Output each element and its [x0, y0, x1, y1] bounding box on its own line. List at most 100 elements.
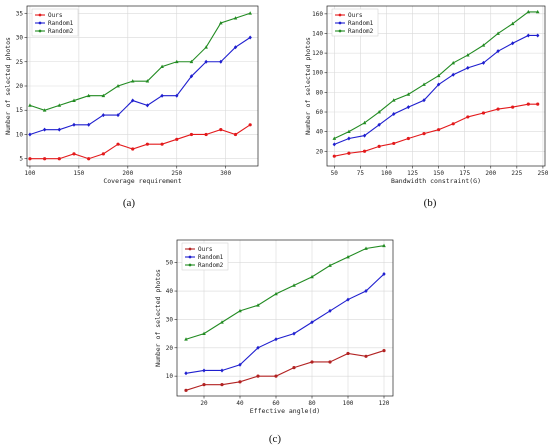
data-point — [362, 120, 367, 125]
legend-marker — [338, 29, 342, 33]
data-point — [189, 74, 194, 79]
legend-label: Random1 — [48, 20, 74, 27]
data-point — [406, 105, 411, 110]
data-point — [145, 142, 149, 146]
y-axis-label: Number of selected photos — [4, 37, 12, 135]
tick-label-x: 150 — [433, 170, 444, 177]
data-point — [219, 59, 223, 64]
data-point — [496, 31, 500, 35]
data-point — [248, 11, 252, 15]
data-point — [382, 243, 386, 248]
data-point — [436, 82, 441, 87]
axes-frame — [176, 239, 394, 397]
data-point — [233, 16, 238, 20]
series-line-random1 — [185, 273, 385, 374]
legend-marker — [338, 13, 342, 17]
data-point — [346, 297, 350, 302]
tick-label-y: 140 — [312, 30, 323, 37]
data-point — [256, 303, 260, 307]
data-point — [466, 53, 470, 57]
tick-label-x: 100 — [381, 170, 392, 177]
tick-label-x: 200 — [485, 170, 496, 177]
data-point — [481, 111, 486, 115]
data-point — [72, 122, 76, 127]
data-point — [292, 366, 296, 370]
data-point — [238, 308, 242, 313]
tick-label-x: 200 — [122, 170, 133, 177]
data-point — [382, 349, 386, 353]
legend-label: Random2 — [198, 262, 224, 269]
data-point — [219, 128, 223, 132]
data-point — [274, 291, 278, 296]
data-point — [382, 272, 386, 277]
legend-label: Random1 — [198, 254, 224, 261]
data-point — [535, 33, 540, 38]
data-point — [86, 93, 91, 98]
legend-label: Ours — [348, 12, 363, 19]
data-point — [220, 368, 224, 373]
data-point — [116, 113, 120, 118]
data-point — [346, 255, 350, 259]
tick-label-y: 40 — [316, 129, 324, 136]
data-point — [248, 35, 252, 40]
data-point — [451, 60, 456, 65]
tick-label-y: 100 — [312, 70, 323, 77]
data-point — [131, 98, 135, 103]
panel-caption: (c) — [269, 433, 282, 445]
data-point — [332, 136, 337, 140]
data-point — [42, 127, 47, 132]
legend-marker — [38, 13, 42, 17]
legend-label: Ours — [198, 246, 213, 253]
series-line-ours — [185, 350, 385, 391]
tick-label-y: 40 — [166, 288, 174, 295]
tick-label-y: 80 — [316, 89, 324, 96]
data-point — [292, 283, 296, 287]
data-point — [116, 84, 120, 88]
data-point — [511, 105, 515, 109]
y-axis-label: Number of selected photos — [154, 269, 162, 367]
tick-label-y: 160 — [312, 11, 323, 18]
x-axis-label: Coverage requirement — [103, 177, 181, 185]
data-point — [175, 93, 179, 98]
data-point — [310, 360, 314, 364]
tick-label-x: 100 — [25, 170, 36, 177]
tick-label-y: 30 — [166, 316, 174, 323]
data-point — [233, 45, 238, 50]
data-point — [362, 133, 367, 138]
data-point — [436, 73, 441, 78]
data-point — [189, 59, 194, 64]
tick-label-y: 120 — [312, 50, 323, 57]
data-point — [145, 79, 150, 83]
data-point — [184, 371, 188, 376]
data-point — [347, 129, 351, 134]
data-point — [86, 122, 91, 127]
data-point — [364, 289, 368, 294]
data-point — [347, 151, 351, 155]
data-point — [202, 331, 206, 335]
tick-label-x: 60 — [272, 400, 280, 407]
series-line-ours — [29, 124, 251, 160]
tick-label-x: 175 — [459, 170, 470, 177]
data-point — [174, 59, 179, 64]
data-point — [238, 362, 242, 367]
data-point — [145, 103, 150, 108]
data-point — [422, 98, 426, 103]
data-point — [72, 98, 76, 102]
data-point — [451, 72, 455, 77]
data-point — [346, 351, 350, 356]
tick-label-x: 20 — [200, 400, 208, 407]
data-point — [189, 132, 194, 137]
data-point — [57, 157, 61, 161]
series-line-random1 — [29, 37, 251, 136]
data-point — [238, 380, 242, 384]
tick-label-x: 50 — [331, 170, 339, 177]
data-point — [328, 360, 332, 364]
tick-label-x: 250 — [171, 170, 182, 177]
tick-label-y: 20 — [166, 345, 174, 352]
data-point — [377, 144, 381, 148]
legend-label: Random2 — [348, 28, 374, 35]
data-point — [392, 141, 396, 146]
data-point — [43, 157, 47, 161]
data-point — [536, 102, 540, 106]
data-point — [220, 383, 224, 387]
